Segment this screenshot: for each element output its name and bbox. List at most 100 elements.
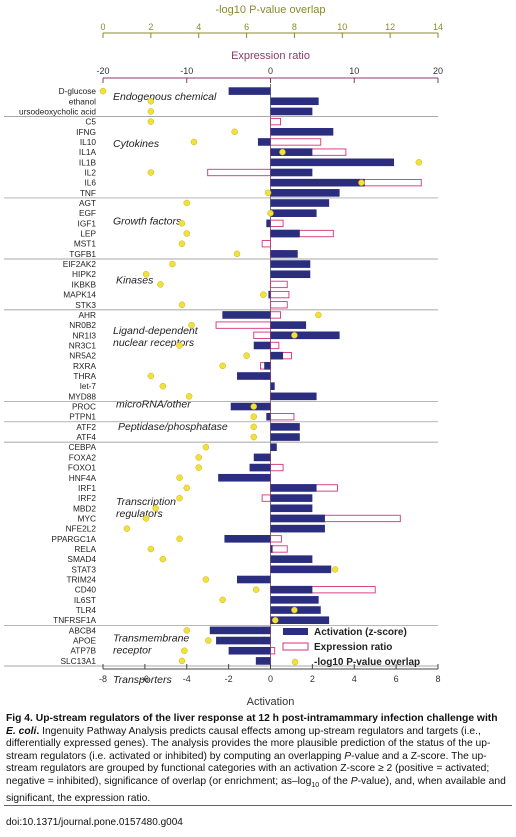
- regulator-label: CD40: [75, 585, 97, 595]
- regulator-label: CEBPA: [68, 442, 96, 452]
- activation-bar: [270, 209, 317, 217]
- overlap-point: [252, 586, 260, 593]
- group-label: Kinases: [116, 274, 154, 286]
- overlap-point: [190, 138, 198, 146]
- expression-bar: [270, 280, 288, 289]
- regulator-label: RELA: [74, 544, 96, 554]
- overlap-point: [176, 474, 183, 482]
- overlap-point: [176, 494, 183, 502]
- caption-title: Up-stream regulators of the liver respon…: [35, 713, 498, 724]
- activation-bar: [266, 412, 271, 421]
- group-label: Ligand-dependent: [113, 325, 199, 337]
- activation-bar: [270, 504, 313, 513]
- group-label: receptor: [113, 645, 152, 657]
- caption-fig-label: Fig 4.: [6, 713, 33, 724]
- regulator-label: EGF: [79, 208, 96, 218]
- activation-bar: [270, 433, 300, 441]
- regulator-label: IL10: [80, 137, 97, 147]
- activation-tick-label: -2: [225, 674, 233, 684]
- activation-tick-label: 6: [394, 674, 399, 684]
- regulator-label: C5: [85, 117, 96, 127]
- expression-bar: [270, 545, 288, 553]
- expression-bar: [270, 341, 280, 350]
- expression-bar: [270, 117, 282, 126]
- overlap-point: [219, 362, 226, 370]
- regulator-label: TNF: [80, 188, 96, 198]
- regulator-label: MYD88: [68, 391, 96, 401]
- expression-bar: [261, 494, 271, 502]
- regulator-label: PROC: [72, 402, 96, 412]
- group-label: Transcription: [116, 496, 176, 508]
- regulator-label: MAPK14: [63, 290, 96, 300]
- overlap-point: [202, 443, 210, 451]
- activation-tick-label: -8: [99, 674, 107, 684]
- regulator-label: IL6: [84, 178, 96, 188]
- legend-swatch-activation: [283, 628, 308, 635]
- activation-bar: [270, 107, 313, 116]
- activation-bar: [270, 321, 307, 329]
- legend-swatch-overlap: [291, 658, 299, 666]
- overlap-point: [147, 372, 155, 380]
- expression-bar: [270, 311, 282, 319]
- overlap-point: [272, 616, 279, 624]
- activation-bar: [270, 148, 313, 156]
- overlap-point: [183, 230, 190, 237]
- overlap-point: [142, 515, 150, 522]
- overlap-point: [231, 128, 238, 136]
- activation-bar: [270, 331, 340, 340]
- group-label: nuclear receptors: [113, 337, 195, 349]
- overlap-point: [205, 637, 212, 644]
- overlap-point: [358, 179, 365, 186]
- expression-bar: [270, 290, 290, 299]
- overlap-point: [219, 596, 226, 604]
- overlap-point: [185, 393, 193, 400]
- expression-bar: [270, 219, 284, 228]
- activation-bar: [270, 524, 325, 533]
- caption-body-4: -value), and, when available and signifi…: [6, 775, 506, 804]
- group-label: Growth factors: [113, 215, 182, 227]
- overlap-point: [178, 240, 186, 247]
- regulator-label: TGFB1: [69, 249, 96, 259]
- activation-bar: [270, 168, 313, 177]
- regulator-label: NR0B2: [69, 320, 96, 330]
- regulator-label: FOXA2: [69, 452, 97, 462]
- overlap-point: [176, 535, 183, 543]
- regulator-label: HNF4A: [69, 473, 97, 483]
- group-label: Transmembrane: [113, 633, 189, 645]
- activation-bar: [270, 351, 284, 360]
- activation-bar: [270, 423, 300, 431]
- activation-bar: [270, 585, 313, 594]
- activation-bar: [270, 229, 300, 238]
- activation-bar: [270, 392, 317, 401]
- activation-bar: [270, 250, 298, 258]
- regulator-label: MYC: [78, 513, 96, 523]
- activation-bar: [216, 636, 271, 645]
- regulator-label: IRF2: [78, 493, 96, 503]
- activation-bar: [270, 199, 330, 207]
- overlap-point: [147, 169, 155, 176]
- expression-tick-label: 0: [268, 66, 273, 76]
- overlap-point: [233, 250, 241, 258]
- expression-bar: [270, 413, 295, 421]
- group-label: microRNA/other: [116, 398, 191, 410]
- activation-bar: [249, 463, 271, 472]
- activation-bar: [268, 290, 271, 299]
- caption-organism: E. coli: [6, 725, 37, 737]
- doi-text: doi:10.1371/journal.pone.0157480.g004: [6, 817, 183, 828]
- caption-body-3: of the: [322, 775, 348, 787]
- expression-tick-label: -20: [96, 66, 109, 76]
- activation-bar: [270, 260, 311, 268]
- overlap-point: [331, 566, 339, 573]
- activation-bar: [218, 473, 271, 482]
- regulator-label: let-7: [80, 381, 97, 391]
- overlap-point: [188, 321, 195, 329]
- caption-p2: P: [350, 775, 358, 787]
- regulator-label: IKBKB: [72, 279, 97, 289]
- expression-bar: [270, 647, 276, 655]
- caption-body-2: -value and a Z-score. The up-stream regu…: [6, 750, 490, 787]
- overlap-point: [142, 270, 150, 278]
- expression-bar: [261, 240, 271, 248]
- expression-bar: [253, 331, 271, 339]
- expression-tick-label: 10: [349, 66, 359, 76]
- overlap-point: [147, 108, 155, 115]
